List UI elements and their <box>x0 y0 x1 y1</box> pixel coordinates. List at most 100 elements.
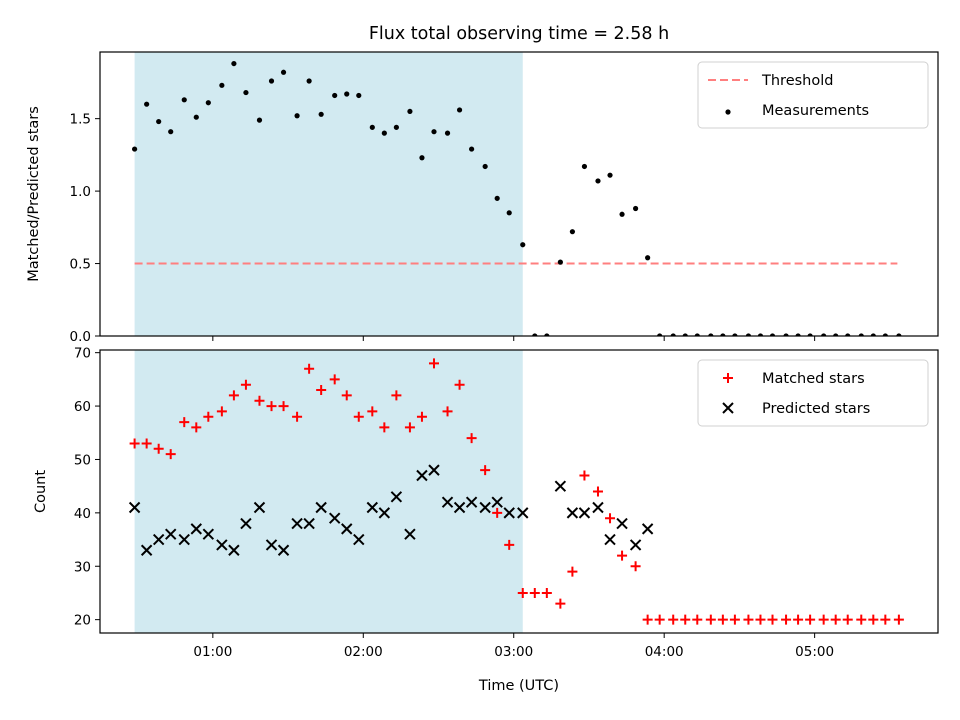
y-tick-label: 50 <box>74 452 91 468</box>
predicted-stars-point <box>465 496 478 508</box>
predicted-stars-point <box>341 523 353 535</box>
matched-stars-point <box>617 550 628 561</box>
measurement-point <box>506 210 512 216</box>
matched-stars-point <box>165 449 176 460</box>
matched-stars-point <box>442 406 453 417</box>
matched-stars-point <box>654 614 665 625</box>
predicted-stars-point <box>128 501 141 514</box>
y-tick-label: 1.5 <box>70 112 91 128</box>
predicted-stars-point <box>328 512 341 524</box>
predicted-stars-point <box>253 501 266 514</box>
matched-stars-point <box>529 587 540 598</box>
measurement-point <box>821 333 827 336</box>
measurement-point <box>193 114 199 120</box>
predicted-stars-point <box>140 544 153 556</box>
legend-matched-swatch <box>723 373 733 383</box>
matched-stars-point <box>153 443 164 454</box>
matched-stars-point <box>781 614 792 625</box>
legend: Threshold Measurements <box>697 61 929 129</box>
predicted-stars-point <box>554 480 567 492</box>
observing-span <box>134 350 523 633</box>
panel-frame <box>99 51 939 337</box>
matched-stars-point <box>880 614 891 625</box>
measurement-point <box>657 333 663 336</box>
measurement-point <box>431 129 437 135</box>
measurement-point <box>607 172 613 178</box>
matched-stars-point <box>818 614 829 625</box>
matched-stars-point <box>717 614 728 625</box>
matched-stars-point <box>416 411 427 422</box>
measurement-point <box>845 333 851 336</box>
measurement-point <box>181 97 187 103</box>
y-axis-label: Count <box>33 470 49 513</box>
legend-measurement-swatch <box>725 109 731 115</box>
matched-stars-point <box>541 587 552 598</box>
matched-stars-point <box>266 401 277 412</box>
predicted-stars-point <box>641 523 654 535</box>
x-axis-label: Time (UTC) <box>478 678 559 694</box>
predicted-stars-point <box>240 517 252 530</box>
matched-stars-point <box>630 561 641 572</box>
measurement-point <box>732 333 738 336</box>
matched-stars-point <box>504 539 515 550</box>
measurement-point <box>769 333 776 336</box>
measurement-point <box>344 91 350 97</box>
measurement-point <box>294 113 300 119</box>
matched-stars-point <box>129 438 140 449</box>
matched-stars-point <box>480 465 491 476</box>
x-tick-label: 02:00 <box>344 644 383 660</box>
predicted-stars-point <box>566 507 579 519</box>
matched-stars-point <box>642 614 653 625</box>
measurement-point <box>708 333 714 336</box>
measurement-point <box>858 333 864 336</box>
measurement-point <box>795 333 801 336</box>
measurement-point <box>870 333 876 336</box>
predicted-stars-point <box>416 469 428 482</box>
measurement-point <box>720 333 726 336</box>
measurement-point <box>632 205 639 212</box>
predicted-stars-point <box>228 544 240 556</box>
predicted-stars-point <box>353 533 365 546</box>
measurement-point <box>882 333 888 336</box>
matched-stars-point <box>793 614 804 625</box>
measurement-point <box>694 333 700 336</box>
matched-stars-point <box>805 614 816 625</box>
measurement-point <box>595 178 601 184</box>
measurement-point <box>381 130 387 136</box>
matched-stars-point <box>292 411 303 422</box>
matched-stars-point <box>680 614 691 625</box>
matched-stars-point <box>767 614 778 625</box>
legend: Matched stars Predicted stars <box>697 359 929 427</box>
predicted-stars-point <box>378 507 391 519</box>
panel-frame <box>99 349 939 634</box>
measurement-point <box>332 92 338 99</box>
matched-stars-point <box>842 614 853 625</box>
matched-stars-point <box>141 438 152 449</box>
matched-stars-point <box>391 390 402 401</box>
observing-span <box>134 52 523 336</box>
measurement-point <box>783 333 789 336</box>
predicted-stars-point <box>315 501 327 514</box>
measurement-point <box>469 146 475 152</box>
measurement-point <box>268 78 275 84</box>
measurement-point <box>807 333 813 336</box>
matched-stars-point <box>304 363 315 374</box>
y-tick-label: 0.0 <box>70 329 91 345</box>
x-tick-label: 04:00 <box>645 644 684 660</box>
matched-stars-point <box>228 390 239 401</box>
measurement-point <box>896 333 902 336</box>
measurement-point <box>619 211 625 217</box>
matched-stars-point <box>191 422 202 433</box>
measurement-point <box>494 195 500 201</box>
plot-area <box>128 350 904 633</box>
measurement-point <box>544 333 550 336</box>
measurement-point <box>280 69 287 75</box>
matched-stars-point <box>278 401 289 412</box>
matched-stars-point <box>592 486 603 497</box>
predicted-stars-point <box>578 507 591 519</box>
predicted-stars-point <box>303 517 315 530</box>
matched-stars-point <box>668 614 679 625</box>
bottom-panel-counts: 20 30 40 50 60 70 01:00 02:00 03:00 04:00 05:00 Cou… <box>33 346 939 694</box>
series-predicted-stars <box>128 464 654 556</box>
matched-stars-point <box>379 422 390 433</box>
